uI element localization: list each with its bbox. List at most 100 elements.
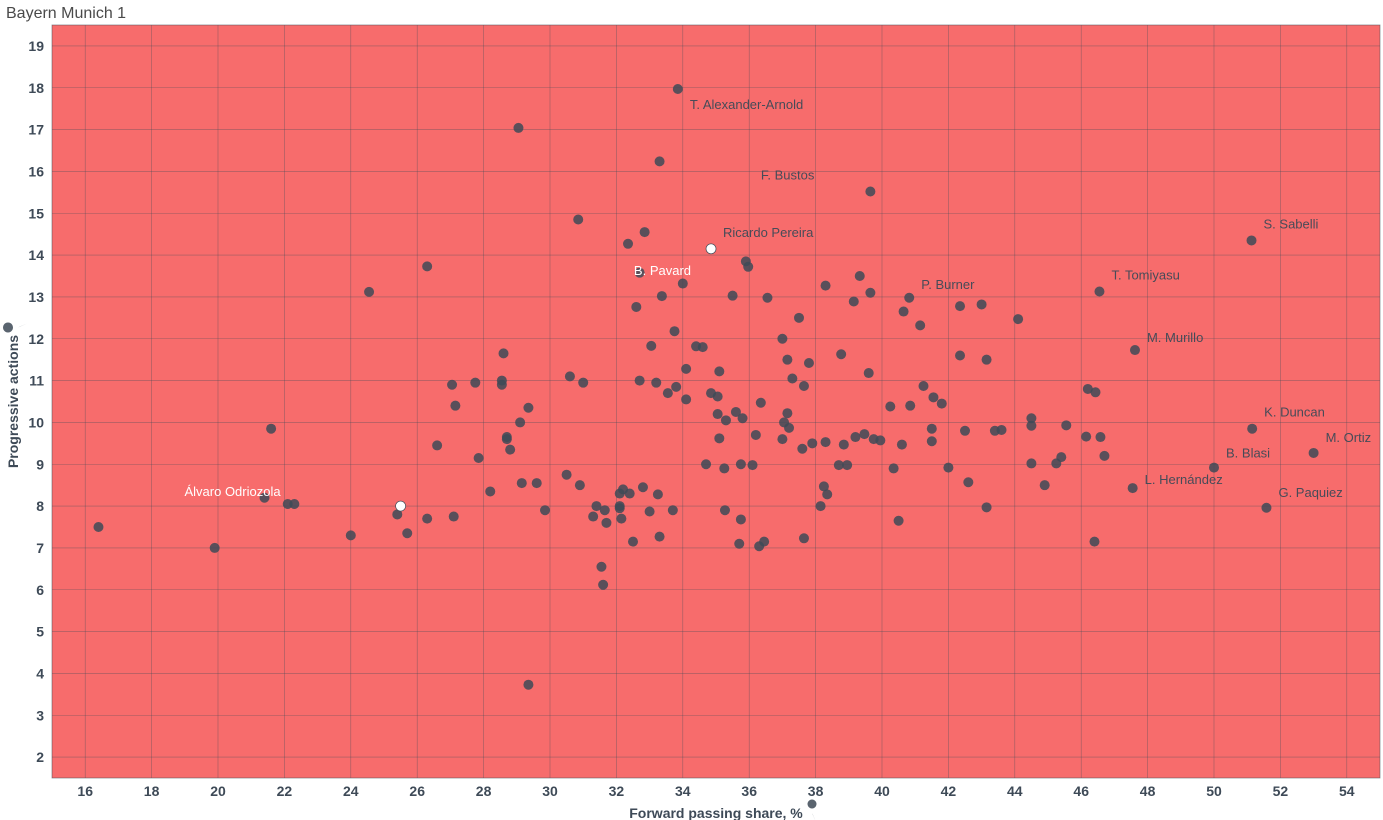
scatter-point[interactable] <box>646 341 656 351</box>
scatter-point[interactable] <box>822 489 832 499</box>
scatter-point[interactable] <box>787 373 797 383</box>
scatter-point[interactable] <box>748 460 758 470</box>
scatter-point[interactable] <box>955 350 965 360</box>
scatter-point[interactable] <box>937 399 947 409</box>
scatter-point[interactable] <box>502 434 512 444</box>
scatter-point[interactable] <box>859 429 869 439</box>
scatter-point[interactable] <box>657 291 667 301</box>
scatter-point[interactable] <box>1095 432 1105 442</box>
scatter-point[interactable] <box>897 440 907 450</box>
scatter-point[interactable] <box>631 302 641 312</box>
scatter-point[interactable] <box>955 301 965 311</box>
scatter-point[interactable] <box>960 426 970 436</box>
scatter-point[interactable] <box>668 505 678 515</box>
scatter-point[interactable] <box>889 463 899 473</box>
scatter-point[interactable] <box>450 401 460 411</box>
scatter-point[interactable] <box>1094 286 1104 296</box>
scatter-point[interactable] <box>899 307 909 317</box>
scatter-point[interactable] <box>681 394 691 404</box>
scatter-point[interactable] <box>449 512 459 522</box>
scatter-point[interactable] <box>447 380 457 390</box>
scatter-point[interactable] <box>663 388 673 398</box>
scatter-point[interactable] <box>600 505 610 515</box>
scatter-point[interactable] <box>720 505 730 515</box>
scatter-point[interactable] <box>759 537 769 547</box>
scatter-point[interactable] <box>1247 235 1257 245</box>
scatter-point[interactable] <box>635 376 645 386</box>
scatter-point[interactable] <box>93 522 103 532</box>
scatter-point[interactable] <box>777 434 787 444</box>
scatter-point[interactable] <box>1128 483 1138 493</box>
scatter-point[interactable] <box>842 460 852 470</box>
scatter-point[interactable] <box>799 381 809 391</box>
scatter-point[interactable] <box>513 123 523 133</box>
scatter-point[interactable] <box>821 437 831 447</box>
scatter-point[interactable] <box>651 378 661 388</box>
scatter-point[interactable] <box>289 499 299 509</box>
scatter-point[interactable] <box>928 392 938 402</box>
scatter-point[interactable] <box>756 398 766 408</box>
scatter-point[interactable] <box>714 366 724 376</box>
scatter-point[interactable] <box>713 409 723 419</box>
scatter-point[interactable] <box>736 459 746 469</box>
scatter-point[interactable] <box>799 533 809 543</box>
scatter-point[interactable] <box>625 489 635 499</box>
scatter-point[interactable] <box>1081 432 1091 442</box>
scatter-point[interactable] <box>681 364 691 374</box>
scatter-point[interactable] <box>670 326 680 336</box>
scatter-point[interactable] <box>422 261 432 271</box>
scatter-point[interactable] <box>1247 424 1257 434</box>
scatter-point[interactable] <box>714 433 724 443</box>
scatter-point[interactable] <box>977 299 987 309</box>
scatter-point[interactable] <box>364 287 374 297</box>
scatter-point[interactable] <box>865 186 875 196</box>
scatter-point[interactable] <box>515 417 525 427</box>
scatter-point[interactable] <box>701 459 711 469</box>
scatter-point[interactable] <box>777 334 787 344</box>
scatter-point[interactable] <box>865 288 875 298</box>
scatter-point[interactable] <box>645 507 655 517</box>
scatter-point[interactable] <box>1040 480 1050 490</box>
scatter-point[interactable] <box>497 380 507 390</box>
scatter-point-highlight[interactable] <box>396 501 406 511</box>
scatter-point[interactable] <box>734 539 744 549</box>
scatter-point[interactable] <box>540 505 550 515</box>
scatter-point[interactable] <box>616 514 626 524</box>
scatter-point[interactable] <box>474 453 484 463</box>
scatter-point[interactable] <box>596 562 606 572</box>
scatter-point[interactable] <box>578 378 588 388</box>
scatter-point[interactable] <box>532 478 542 488</box>
scatter-point[interactable] <box>927 436 937 446</box>
scatter-point[interactable] <box>836 349 846 359</box>
scatter-point[interactable] <box>713 391 723 401</box>
scatter-point[interactable] <box>894 516 904 526</box>
scatter-point[interactable] <box>1026 458 1036 468</box>
scatter-point[interactable] <box>782 408 792 418</box>
scatter-point[interactable] <box>736 514 746 524</box>
scatter-point[interactable] <box>719 463 729 473</box>
scatter-point[interactable] <box>721 415 731 425</box>
scatter-point[interactable] <box>653 489 663 499</box>
scatter-point[interactable] <box>839 440 849 450</box>
scatter-point[interactable] <box>673 84 683 94</box>
scatter-point[interactable] <box>875 435 885 445</box>
scatter-point[interactable] <box>919 381 929 391</box>
scatter-point[interactable] <box>517 478 527 488</box>
scatter-point[interactable] <box>499 348 509 358</box>
scatter-point[interactable] <box>523 680 533 690</box>
scatter-point[interactable] <box>850 432 860 442</box>
scatter-point[interactable] <box>927 424 937 434</box>
scatter-point[interactable] <box>1089 537 1099 547</box>
scatter-point[interactable] <box>655 156 665 166</box>
scatter-point[interactable] <box>565 371 575 381</box>
scatter-point[interactable] <box>601 518 611 528</box>
scatter-point[interactable] <box>982 355 992 365</box>
scatter-point[interactable] <box>573 215 583 225</box>
scatter-point[interactable] <box>849 297 859 307</box>
scatter-point[interactable] <box>1056 452 1066 462</box>
scatter-point[interactable] <box>628 537 638 547</box>
scatter-point[interactable] <box>523 403 533 413</box>
scatter-point[interactable] <box>855 271 865 281</box>
scatter-point[interactable] <box>885 402 895 412</box>
scatter-point[interactable] <box>997 425 1007 435</box>
